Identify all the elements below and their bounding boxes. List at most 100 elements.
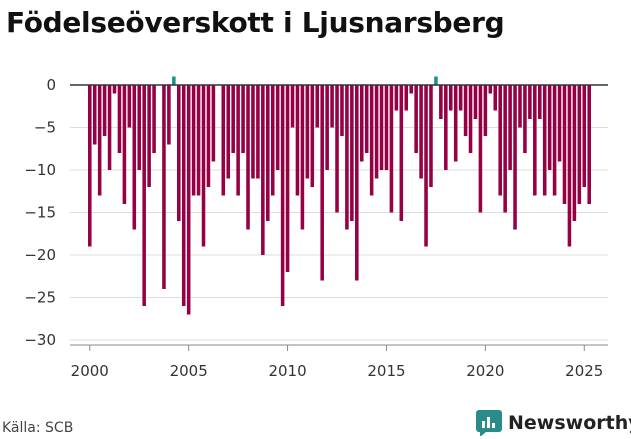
bar[interactable]	[572, 85, 577, 221]
bar[interactable]	[345, 85, 349, 230]
bar[interactable]	[409, 85, 413, 94]
bar[interactable]	[137, 85, 142, 170]
bar[interactable]	[305, 85, 310, 179]
bar[interactable]	[419, 85, 423, 179]
bar[interactable]	[542, 85, 547, 196]
bar[interactable]	[92, 85, 97, 145]
bar[interactable]	[261, 85, 265, 255]
bar[interactable]	[226, 85, 231, 179]
bar[interactable]	[453, 85, 458, 162]
bar[interactable]	[310, 85, 315, 187]
bar[interactable]	[369, 85, 374, 196]
bar[interactable]	[211, 85, 216, 162]
bar[interactable]	[147, 85, 151, 187]
bar[interactable]	[364, 85, 369, 153]
bar[interactable]	[162, 85, 166, 289]
bar[interactable]	[97, 85, 102, 196]
bar[interactable]	[557, 85, 562, 162]
bar[interactable]	[463, 85, 468, 136]
bar[interactable]	[468, 85, 473, 153]
bar[interactable]	[528, 85, 532, 119]
bar[interactable]	[359, 85, 364, 162]
bar[interactable]	[122, 85, 127, 204]
bar[interactable]	[177, 85, 181, 221]
bar[interactable]	[236, 85, 240, 196]
bar[interactable]	[340, 85, 344, 136]
bar[interactable]	[394, 85, 399, 111]
bar[interactable]	[256, 85, 260, 179]
bar[interactable]	[280, 85, 285, 306]
bar[interactable]	[587, 85, 591, 204]
bar[interactable]	[434, 76, 438, 86]
bar[interactable]	[251, 85, 255, 179]
bar[interactable]	[552, 85, 557, 196]
bar[interactable]	[404, 85, 409, 111]
bar[interactable]	[270, 85, 275, 196]
bar[interactable]	[562, 85, 567, 204]
bar[interactable]	[483, 85, 488, 136]
bar[interactable]	[87, 85, 92, 247]
bar[interactable]	[102, 85, 107, 136]
bar[interactable]	[429, 85, 433, 187]
bar[interactable]	[547, 85, 552, 170]
bar[interactable]	[439, 85, 443, 119]
bar[interactable]	[152, 85, 156, 153]
bar[interactable]	[315, 85, 320, 128]
bar[interactable]	[132, 85, 137, 230]
bar[interactable]	[537, 85, 542, 119]
bar[interactable]	[577, 85, 582, 204]
bar[interactable]	[191, 85, 196, 196]
bar[interactable]	[503, 85, 507, 213]
bar[interactable]	[325, 85, 329, 170]
bar[interactable]	[300, 85, 305, 230]
bar[interactable]	[379, 85, 384, 170]
bar[interactable]	[508, 85, 512, 170]
brand-logo[interactable]: Newsworthy	[476, 409, 631, 437]
bar[interactable]	[246, 85, 250, 230]
bar[interactable]	[513, 85, 517, 230]
bar[interactable]	[186, 85, 191, 315]
bar[interactable]	[567, 85, 572, 247]
bar[interactable]	[498, 85, 502, 196]
bar[interactable]	[399, 85, 404, 221]
bar[interactable]	[355, 85, 359, 281]
bar[interactable]	[290, 85, 295, 128]
bar[interactable]	[295, 85, 300, 196]
bar[interactable]	[424, 85, 428, 247]
bar[interactable]	[533, 85, 537, 196]
bar[interactable]	[523, 85, 527, 153]
bar[interactable]	[196, 85, 201, 196]
bar[interactable]	[201, 85, 206, 247]
bar[interactable]	[458, 85, 463, 111]
bar[interactable]	[330, 85, 334, 128]
bar[interactable]	[493, 85, 498, 111]
bar[interactable]	[117, 85, 122, 153]
bar[interactable]	[231, 85, 235, 153]
bar[interactable]	[206, 85, 211, 187]
bar[interactable]	[181, 85, 186, 306]
bar[interactable]	[582, 85, 587, 187]
bar[interactable]	[112, 85, 117, 94]
bar[interactable]	[142, 85, 146, 306]
bar[interactable]	[478, 85, 483, 213]
bar[interactable]	[350, 85, 354, 221]
bar[interactable]	[320, 85, 324, 281]
bar[interactable]	[221, 85, 226, 196]
bar[interactable]	[172, 76, 176, 86]
bar[interactable]	[241, 85, 245, 153]
bar[interactable]	[335, 85, 339, 213]
bar[interactable]	[448, 85, 453, 111]
bar[interactable]	[473, 85, 478, 119]
bar[interactable]	[488, 85, 493, 94]
bar[interactable]	[107, 85, 112, 170]
bar[interactable]	[374, 85, 379, 179]
bar[interactable]	[518, 85, 522, 128]
bar[interactable]	[127, 85, 132, 128]
bar[interactable]	[444, 85, 448, 170]
bar[interactable]	[285, 85, 290, 272]
bar[interactable]	[266, 85, 270, 221]
bar[interactable]	[389, 85, 394, 213]
bar[interactable]	[167, 85, 171, 145]
bar[interactable]	[414, 85, 418, 153]
bar[interactable]	[275, 85, 280, 170]
